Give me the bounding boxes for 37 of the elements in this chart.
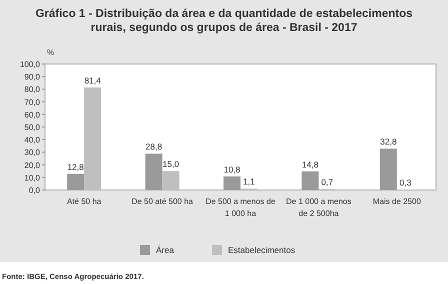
y-tick-label: 90,0 xyxy=(24,72,41,82)
bar xyxy=(84,87,102,190)
chart-title: Gráfico 1 - Distribuição da área e da quantidade de estabelecimentos rurais, segundo os grupos de área - Brasil - 2017 xyxy=(35,8,413,34)
bar xyxy=(67,174,84,190)
y-tick-label: 80,0 xyxy=(24,85,41,94)
bar xyxy=(302,171,319,190)
y-axis-title: % xyxy=(47,48,54,57)
y-tick-label: 30,0 xyxy=(24,148,41,158)
bar xyxy=(224,176,240,190)
y-tick-label: 100,0 xyxy=(20,60,41,69)
data-label: 81,4 xyxy=(84,75,102,86)
data-label: 15,0 xyxy=(162,159,180,170)
data-label: 10,8 xyxy=(224,164,241,174)
data-label: 0,3 xyxy=(399,178,412,188)
y-tick-label: 10,0 xyxy=(24,173,41,182)
legend-label: Área xyxy=(156,245,174,255)
x-tick-label: Até 50 ha xyxy=(66,197,102,206)
y-tick-label: 40,0 xyxy=(24,136,41,145)
y-tick-label: 50,0 xyxy=(24,123,41,132)
y-tick-label: 20,0 xyxy=(24,160,41,170)
data-label: 0,7 xyxy=(321,177,334,188)
x-tick-label: De 500 a menos de 1 000 ha xyxy=(206,197,276,218)
data-label: 14,8 xyxy=(302,159,319,170)
bar xyxy=(145,154,162,190)
data-label: 12,8 xyxy=(67,162,84,172)
data-label: 1,1 xyxy=(243,176,256,187)
bar xyxy=(162,171,180,190)
x-tick-label: De 1 000 a menos de 2 500ha xyxy=(286,197,352,218)
x-tick-label: De 50 até 500 ha xyxy=(132,197,194,206)
y-tick-label: 60,0 xyxy=(24,110,41,120)
data-label: 32,8 xyxy=(380,136,397,147)
y-tick-label: 0,0 xyxy=(28,186,41,195)
x-tick-label: Mais de 2500 xyxy=(372,197,422,206)
y-tick-label: 70,0 xyxy=(24,98,41,107)
data-label: 28,8 xyxy=(146,142,162,152)
bar xyxy=(380,148,397,190)
legend-label: Estabelecimentos xyxy=(228,245,296,255)
